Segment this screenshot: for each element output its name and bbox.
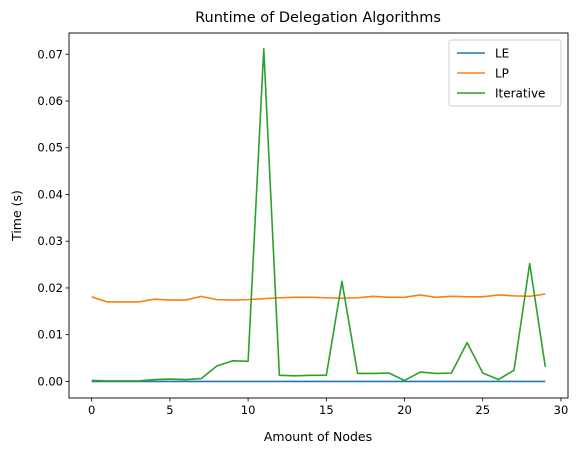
plot-area	[91, 47, 547, 383]
legend-label-le: LE	[495, 47, 509, 61]
series-line-lp	[91, 293, 546, 303]
x-tick-label: 10	[241, 403, 256, 417]
y-tick-label: 0.05	[37, 141, 63, 155]
legend: LE LP Iterative	[448, 39, 562, 107]
x-tick-label: 15	[319, 403, 334, 417]
x-tick-label: 20	[397, 403, 412, 417]
legend-box	[448, 39, 562, 107]
x-tick-label: 30	[554, 403, 569, 417]
y-tick-label: 0.03	[37, 234, 63, 248]
y-tick-label: 0.06	[37, 94, 63, 108]
y-tick-label: 0.00	[37, 374, 63, 388]
y-tick-label: 0.04	[37, 187, 63, 201]
chart-title: Runtime of Delegation Algorithms	[195, 10, 441, 26]
y-tick-label: 0.02	[37, 281, 63, 295]
y-tick-label: 0.07	[37, 47, 63, 61]
legend-label-lp: LP	[495, 67, 509, 81]
y-axis-label: Time (s)	[9, 190, 24, 242]
x-tick-label: 25	[475, 403, 490, 417]
x-axis-label: Amount of Nodes	[264, 429, 372, 444]
legend-label-iterative: Iterative	[495, 87, 545, 101]
x-tick-label: 5	[166, 403, 173, 417]
x-tick-label: 0	[88, 403, 95, 417]
plot-frame	[68, 32, 569, 399]
y-tick-label: 0.01	[37, 328, 63, 342]
series-line-iterative	[91, 47, 547, 382]
